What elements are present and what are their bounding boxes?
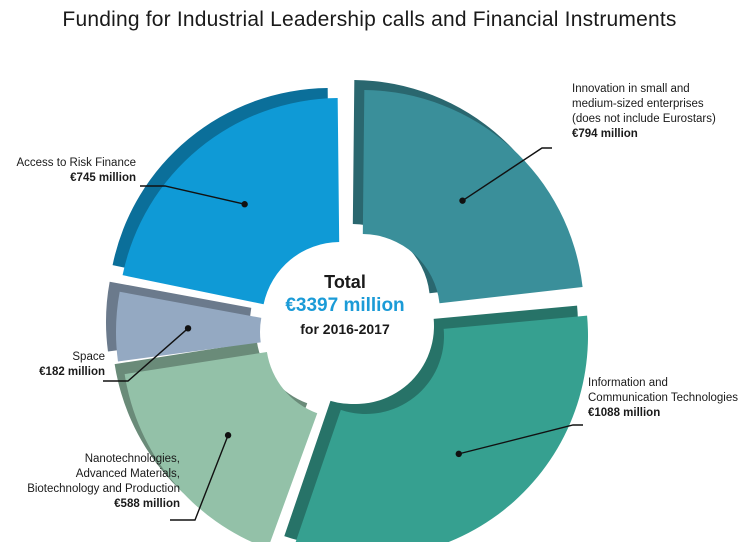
leader-line-ict (455, 424, 583, 458)
slice-sme (362, 90, 583, 304)
label-nano: Nanotechnologies, Advanced Materials, Bi… (20, 452, 180, 512)
donut-hole (278, 256, 426, 404)
chart-title: Funding for Industrial Leadership calls … (62, 8, 677, 31)
label-nano-line-3: Biotechnology and Production (27, 483, 180, 495)
label-ict-line-2: Communication Technologies (588, 392, 739, 404)
label-nano-line-1: Nanotechnologies, (84, 453, 180, 465)
label-sme-line-3: (does not include Eurostars) (572, 113, 716, 125)
label-sme: Innovation in small and medium-sized ent… (572, 82, 716, 142)
leader-line-sme (459, 147, 552, 204)
label-ict-value: €1088 million (588, 407, 661, 419)
label-space-line-1: Space (72, 351, 105, 363)
leader-line-nano (170, 432, 232, 521)
label-nano-line-2: Advanced Materials, (75, 468, 180, 480)
label-space: Space €182 million (20, 350, 105, 380)
leader-line-risk-finance (140, 185, 248, 208)
label-ict: Information and Communication Technologi… (588, 376, 738, 421)
label-sme-line-1: Innovation in small and (572, 83, 690, 95)
label-sme-line-2: medium-sized enterprises (572, 98, 704, 110)
leader-line-space (103, 325, 192, 382)
label-nano-value: €588 million (114, 498, 180, 510)
slice-nano (124, 351, 318, 542)
label-risk-finance-value: €745 million (70, 172, 136, 184)
label-risk-finance: Access to Risk Finance €745 million (10, 156, 136, 186)
label-risk-finance-line-1: Access to Risk Finance (16, 157, 136, 169)
label-space-value: €182 million (39, 366, 105, 378)
slice-ict (295, 315, 588, 542)
center-total-heading: Total (324, 272, 366, 292)
center-label: Total €3397 million for 2016-2017 (270, 270, 420, 340)
label-ict-line-1: Information and (588, 377, 668, 389)
center-period: for 2016-2017 (300, 321, 390, 337)
label-sme-value: €794 million (572, 128, 638, 140)
center-total-value: €3397 million (285, 295, 405, 316)
